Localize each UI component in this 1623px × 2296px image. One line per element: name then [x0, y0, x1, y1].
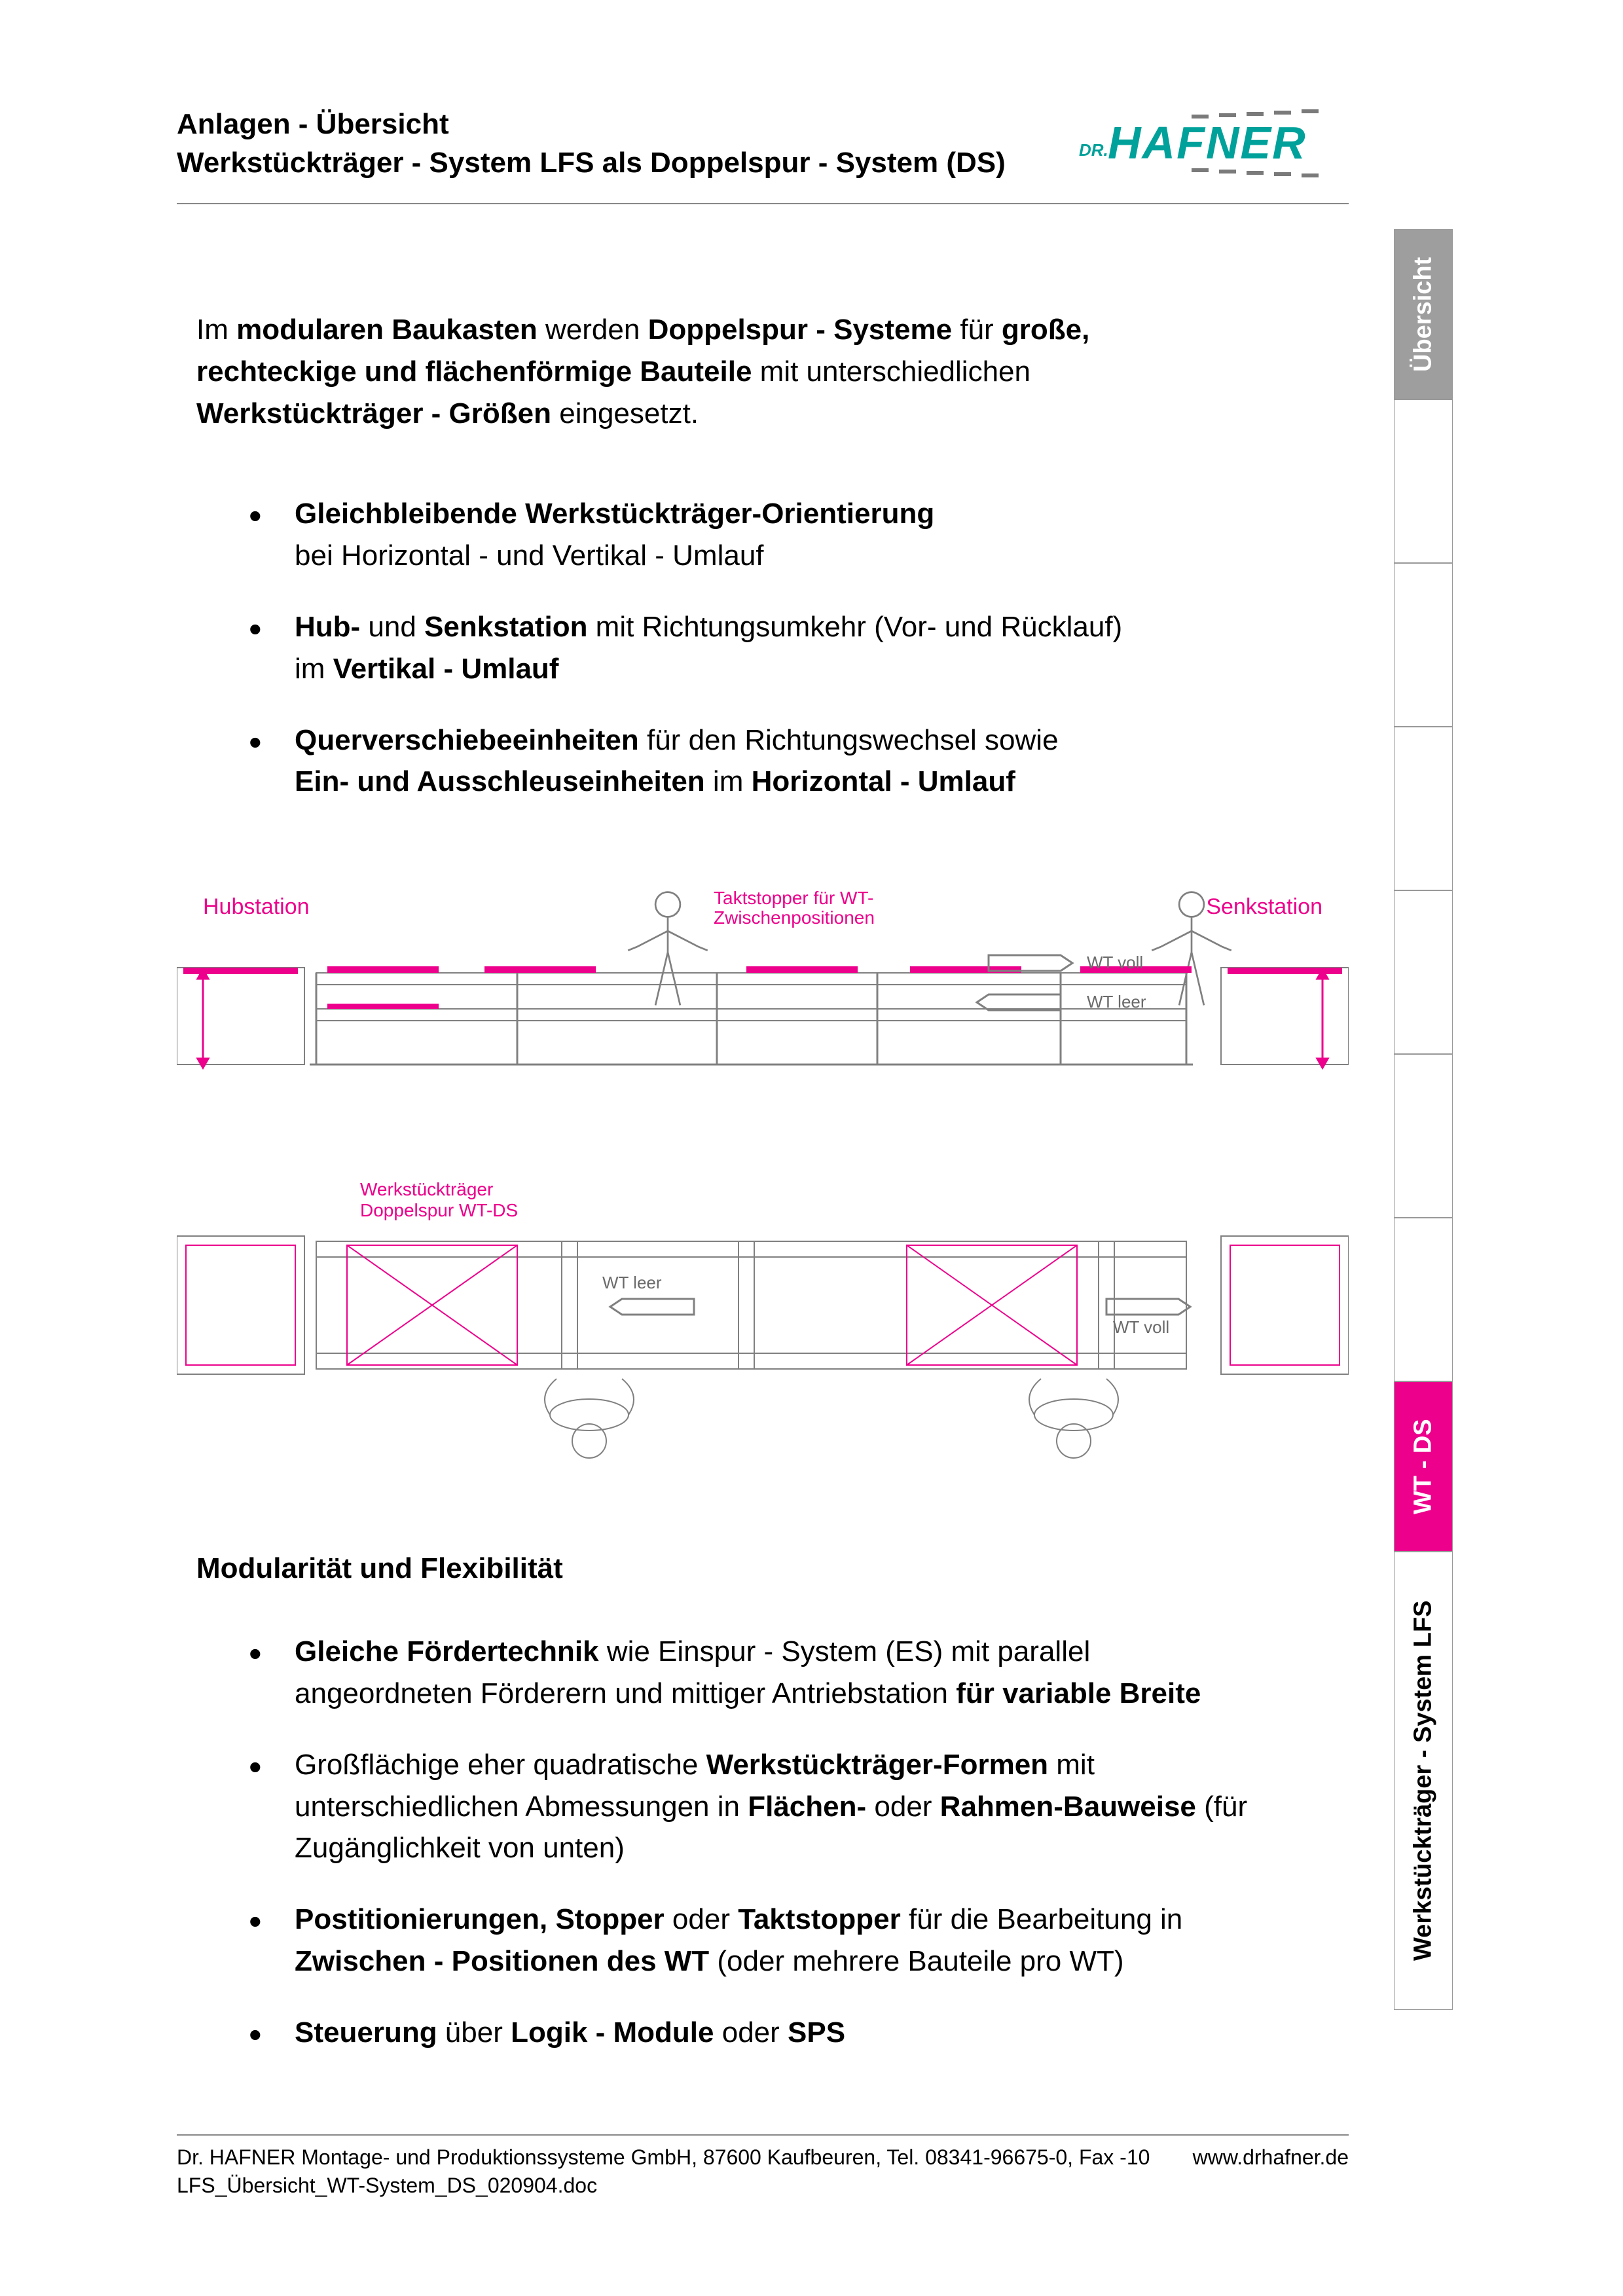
svg-text:Doppelspur WT-DS: Doppelspur WT-DS [360, 1200, 518, 1220]
side-tab[interactable] [1394, 1054, 1453, 1218]
feature-bullets-bottom: Gleiche Fördertechnik wie Einspur - Syst… [249, 1631, 1264, 2053]
bullet-item: Gleiche Fördertechnik wie Einspur - Syst… [249, 1631, 1264, 1715]
svg-text:Hubstation: Hubstation [203, 894, 310, 919]
bullet-item: Querverschiebeeinheiten für den Richtung… [249, 720, 1198, 803]
bullet-item: Großflächige eher quadratische Werkstück… [249, 1744, 1264, 1869]
svg-text:HAFNER: HAFNER [1108, 117, 1307, 168]
header-title-block: Anlagen - Übersicht Werkstückträger - Sy… [177, 105, 1006, 183]
svg-text:Werkstückträger: Werkstückträger [360, 1179, 493, 1199]
feature-bullets-top: Gleichbleibende Werkstückträger-Orientie… [249, 493, 1198, 803]
header-line1: Anlagen - Übersicht [177, 105, 1006, 143]
svg-text:WT voll: WT voll [1087, 953, 1143, 972]
footer-rule [177, 2134, 1349, 2136]
page-header: Anlagen - Übersicht Werkstückträger - Sy… [177, 105, 1349, 183]
footer-url: www.drhafner.de [1193, 2143, 1349, 2200]
bullet-item: Gleichbleibende Werkstückträger-Orientie… [249, 493, 1198, 577]
header-line2: Werkstückträger - System LFS als Doppels… [177, 143, 1006, 182]
header-rule [177, 203, 1349, 204]
system-diagram: Hubstation Senkstation Taktstopper für WT-… [177, 868, 1349, 1474]
hafner-logo: DR. HAFNER [1067, 105, 1349, 183]
side-tab[interactable] [1394, 1218, 1453, 1381]
side-tab[interactable] [1394, 563, 1453, 727]
bullet-item: Hub- und Senkstation mit Richtungsumkehr… [249, 606, 1198, 690]
side-tabs: Übersicht WT - DSWerkstückträger - System… [1394, 229, 1453, 2010]
bullet-item: Postitionierungen, Stopper oder Taktstop… [249, 1899, 1264, 1982]
side-tab[interactable]: WT - DS [1394, 1381, 1453, 1552]
svg-text:WT leer: WT leer [602, 1273, 662, 1292]
svg-text:Taktstopper für WT-: Taktstopper für WT- [714, 888, 873, 908]
footer-company: Dr. HAFNER Montage- und Produktionssyste… [177, 2143, 1150, 2172]
side-tab[interactable] [1394, 399, 1453, 563]
side-tab[interactable]: Werkstückträger - System LFS [1394, 1552, 1453, 2010]
svg-text:WT leer: WT leer [1087, 992, 1146, 1011]
section-modularity-title: Modularität und Flexibilität [196, 1552, 1349, 1585]
side-tab[interactable] [1394, 727, 1453, 890]
side-tab[interactable]: Übersicht [1394, 229, 1453, 399]
page-footer: Dr. HAFNER Montage- und Produktionssyste… [177, 2134, 1349, 2200]
svg-text:Senkstation: Senkstation [1206, 894, 1322, 919]
bullet-item: Steuerung über Logik - Module oder SPS [249, 2012, 1264, 2054]
footer-left: Dr. HAFNER Montage- und Produktionssyste… [177, 2143, 1150, 2200]
footer-filename: LFS_Übersicht_WT-System_DS_020904.doc [177, 2172, 1150, 2200]
svg-text:WT voll: WT voll [1113, 1317, 1169, 1337]
svg-text:DR.: DR. [1079, 140, 1108, 160]
svg-text:Zwischenpositionen: Zwischenpositionen [714, 907, 875, 928]
side-tab[interactable] [1394, 890, 1453, 1054]
intro-paragraph: Im modularen Baukasten werden Doppelspur… [196, 309, 1165, 434]
